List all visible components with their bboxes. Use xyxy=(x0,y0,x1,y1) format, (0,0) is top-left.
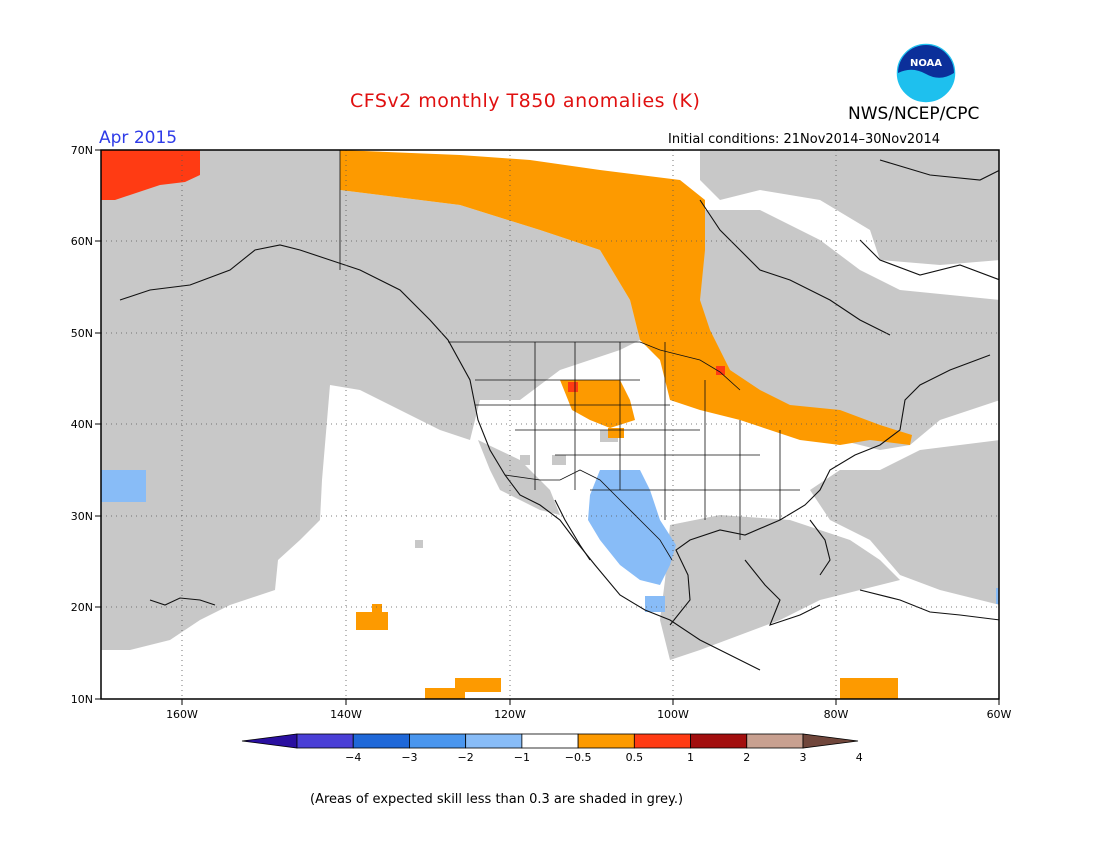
lon-label-120w: 120W xyxy=(494,708,526,721)
warm-anomaly-areas xyxy=(101,150,912,699)
noaa-logo: NOAA xyxy=(895,42,957,104)
colorbar-tick-label: −0.5 xyxy=(565,751,592,764)
skill-footnote: (Areas of expected skill less than 0.3 a… xyxy=(310,792,684,807)
valid-month-label: Apr 2015 xyxy=(99,128,178,148)
colorbar-swatch xyxy=(577,733,635,749)
colorbar: −4 −3 −2 −1 −0.5 0.5 1 2 3 4 xyxy=(241,733,863,764)
lat-label-20n: 20N xyxy=(71,601,93,614)
lon-label-160w: 160W xyxy=(166,708,198,721)
longitude-labels: 160W 140W 120W 100W 80W 60W xyxy=(166,708,1011,721)
colorbar-swatch xyxy=(633,733,691,749)
agency-label: NWS/NCEP/CPC xyxy=(848,104,980,124)
coastlines xyxy=(119,159,999,671)
cool-anomaly-areas xyxy=(101,470,999,612)
lon-label-60w: 60W xyxy=(987,708,1012,721)
colorbar-swatch xyxy=(690,733,748,749)
strong-warm-anomaly-areas xyxy=(101,150,725,392)
lon-label-140w: 140W xyxy=(330,708,362,721)
colorbar-swatch xyxy=(746,733,804,749)
lat-label-70n: 70N xyxy=(71,144,93,157)
colorbar-tick-label: 0.5 xyxy=(626,751,644,764)
lat-label-60n: 60N xyxy=(71,235,93,248)
colorbar-tick-label: 1 xyxy=(687,751,694,764)
colorbar-tick-label: 4 xyxy=(856,751,863,764)
colorbar-swatch xyxy=(521,733,579,749)
colorbar-swatch xyxy=(352,733,410,749)
colorbar-tick-label: −2 xyxy=(458,751,474,764)
colorbar-swatch xyxy=(296,733,354,749)
lat-label-10n: 10N xyxy=(71,693,93,706)
colorbar-arrow-high xyxy=(802,733,859,749)
lon-label-80w: 80W xyxy=(824,708,849,721)
colorbar-tick-label: 3 xyxy=(800,751,807,764)
lat-label-50n: 50N xyxy=(71,327,93,340)
low-skill-grey-areas xyxy=(101,150,999,660)
colorbar-arrow-low xyxy=(241,733,298,749)
noaa-logo-text: NOAA xyxy=(910,58,942,69)
political-borders xyxy=(339,150,800,561)
colorbar-swatch xyxy=(409,733,467,749)
lat-label-40n: 40N xyxy=(71,418,93,431)
map-title: CFSv2 monthly T850 anomalies (K) xyxy=(350,90,701,112)
colorbar-tick-label: −4 xyxy=(345,751,361,764)
initial-conditions-label: Initial conditions: 21Nov2014–30Nov2014 xyxy=(668,132,940,147)
latitude-labels: 70N 60N 50N 40N 30N 20N 10N xyxy=(71,144,93,706)
axis-ticks xyxy=(95,149,1000,705)
lon-label-100w: 100W xyxy=(657,708,689,721)
colorbar-swatch xyxy=(465,733,523,749)
colorbar-tick-label: −3 xyxy=(401,751,417,764)
colorbar-tick-label: −1 xyxy=(514,751,530,764)
lat-label-30n: 30N xyxy=(71,510,93,523)
colorbar-tick-label: 2 xyxy=(743,751,750,764)
